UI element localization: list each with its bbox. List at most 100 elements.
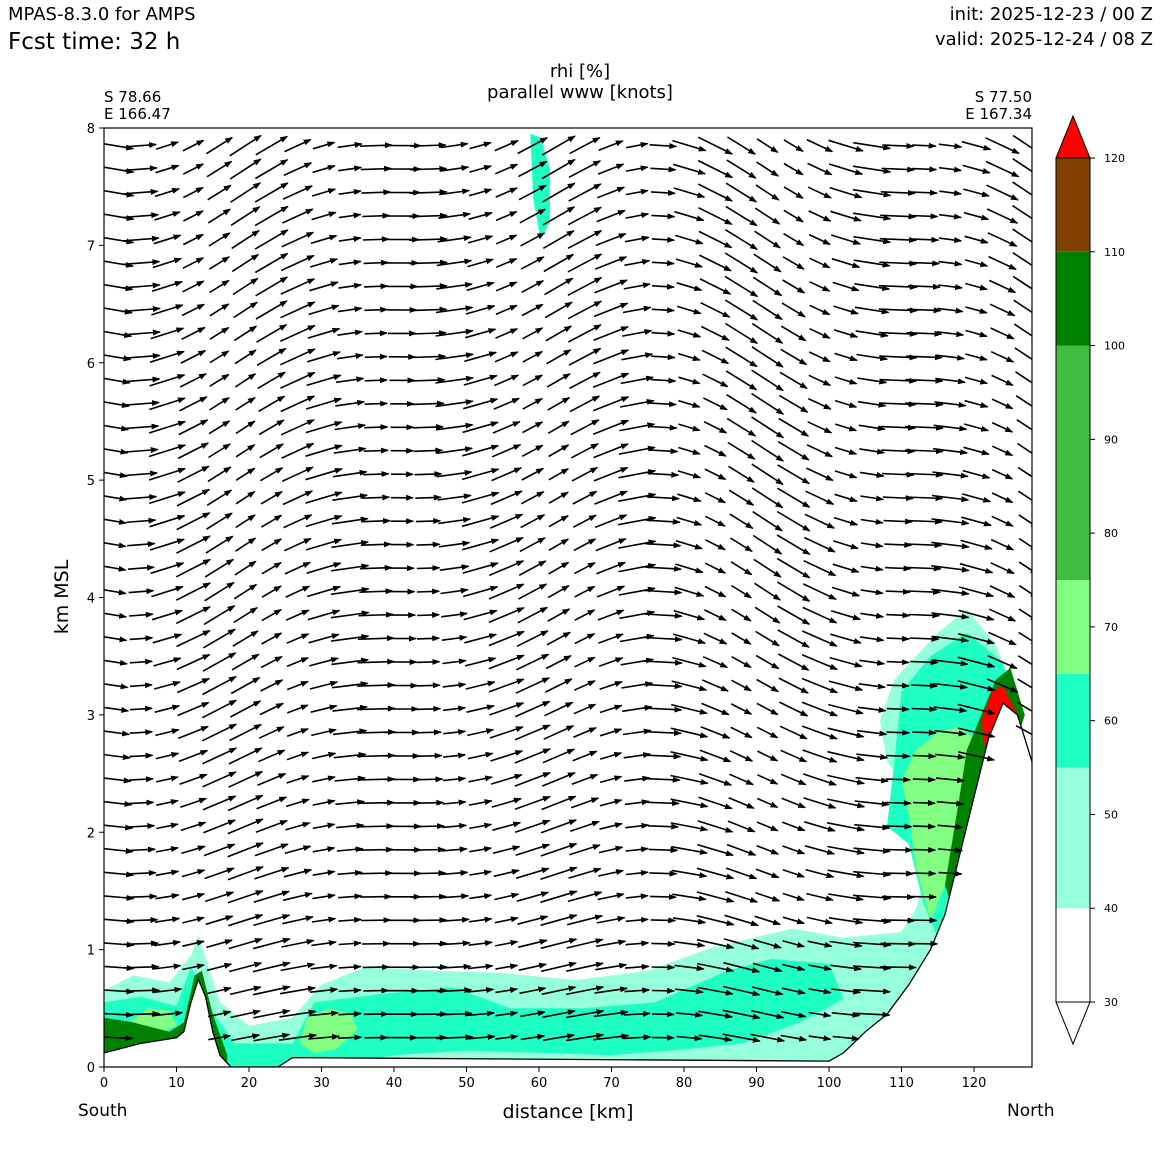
wind-vector <box>178 419 209 436</box>
wind-vector <box>752 276 783 297</box>
wind-vector <box>782 916 806 925</box>
wind-vector <box>515 843 551 856</box>
wind-vector <box>618 469 657 479</box>
wind-vector <box>651 964 676 971</box>
wind-vector <box>988 279 1017 294</box>
y-tick-label: 7 <box>87 239 95 254</box>
x-tick-label: 20 <box>241 1076 258 1091</box>
wind-vector <box>153 234 182 245</box>
wind-vector <box>260 490 283 505</box>
wind-vector <box>618 445 656 455</box>
colorbar-segment <box>1056 673 1090 768</box>
wind-vector <box>801 725 838 740</box>
wind-vector <box>258 726 285 739</box>
wind-vector <box>514 748 552 764</box>
wind-vector <box>253 890 291 903</box>
wind-vector <box>958 586 995 598</box>
wind-vector <box>176 512 211 531</box>
wind-vector <box>910 659 939 666</box>
wind-vector <box>677 329 702 338</box>
wind-vector <box>595 232 627 247</box>
wind-vector <box>415 518 442 525</box>
wind-vector <box>521 444 544 458</box>
wind-vector <box>415 705 442 712</box>
wind-vector <box>648 847 679 854</box>
x-tick-label: 0 <box>100 1076 108 1091</box>
wind-vector <box>988 631 1017 646</box>
wind-vector <box>832 281 860 292</box>
wind-vector <box>726 136 757 155</box>
wind-vector <box>860 612 885 619</box>
wind-vector <box>778 677 809 694</box>
wind-vector <box>305 397 343 410</box>
wind-vector <box>756 844 780 855</box>
wind-vector <box>181 869 206 878</box>
wind-vector <box>414 471 443 478</box>
wind-vector <box>467 987 495 994</box>
wind-vector <box>333 728 368 736</box>
wind-vector <box>991 398 1014 410</box>
wind-vector <box>672 656 707 668</box>
wind-vector <box>624 259 651 267</box>
wind-vector <box>1015 395 1032 408</box>
wind-vector <box>208 256 231 270</box>
wind-vector <box>833 540 859 550</box>
wind-vector <box>1012 228 1032 243</box>
wind-vector <box>208 420 231 435</box>
wind-vector <box>905 495 944 502</box>
y-tick-label: 2 <box>87 826 95 841</box>
wind-vector <box>725 370 758 391</box>
wind-vector <box>253 1009 291 1019</box>
wind-vector <box>155 164 180 174</box>
colorbar-segment <box>1056 580 1090 674</box>
wind-vector <box>725 346 758 368</box>
wind-vector <box>933 424 968 432</box>
wind-vector <box>514 700 551 718</box>
wind-vector <box>231 229 260 250</box>
wind-vector <box>468 799 493 806</box>
x-tick-label: 30 <box>313 1076 330 1091</box>
wind-vector <box>547 420 570 434</box>
wind-vector <box>804 821 836 832</box>
colorbar-segment <box>1056 908 1090 1002</box>
wind-vector <box>181 326 206 341</box>
wind-vector <box>464 657 497 667</box>
wind-vector <box>671 703 708 715</box>
wind-vector <box>182 939 205 947</box>
wind-vector <box>698 773 733 786</box>
wind-vector <box>436 281 473 290</box>
wind-vector <box>542 206 576 226</box>
wind-vector <box>178 749 209 763</box>
wind-vector <box>254 159 289 180</box>
wind-vector <box>597 186 626 199</box>
wind-vector <box>488 607 525 624</box>
wind-vector <box>701 702 730 716</box>
wind-vector <box>727 820 756 833</box>
wind-vector <box>1014 347 1032 361</box>
wind-vector <box>878 330 918 337</box>
wind-vector <box>676 1035 703 1042</box>
wind-vector <box>363 259 390 266</box>
wind-vector <box>438 516 472 525</box>
x-tick-label: 100 <box>817 1076 842 1091</box>
wind-vector <box>1018 537 1032 552</box>
wind-vector <box>540 914 578 927</box>
wind-vector <box>204 558 235 578</box>
wind-vector <box>833 329 859 338</box>
wind-vector <box>755 868 780 879</box>
wind-vector <box>832 563 860 573</box>
wind-vector <box>104 753 131 760</box>
wind-vector <box>176 653 211 671</box>
wind-vector <box>782 845 806 855</box>
wind-vector <box>522 397 544 410</box>
wind-vector <box>931 494 970 503</box>
wind-vector <box>650 893 677 900</box>
wind-vector <box>963 211 990 221</box>
wind-vector <box>260 514 283 528</box>
wind-vector <box>287 704 309 714</box>
wind-vector <box>285 798 311 808</box>
wind-vector <box>571 443 599 459</box>
wind-vector <box>857 400 887 408</box>
wind-vector <box>312 869 336 876</box>
wind-vector <box>312 822 336 830</box>
